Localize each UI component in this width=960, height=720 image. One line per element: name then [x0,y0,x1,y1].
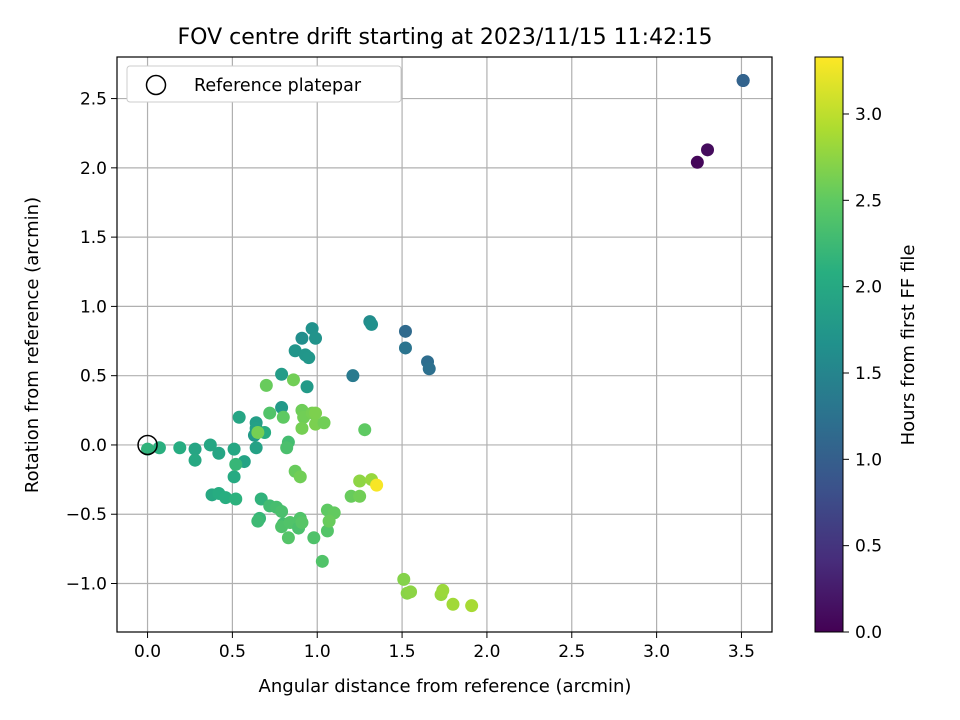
data-point [370,478,384,492]
data-point [227,470,241,484]
data-point [227,442,241,456]
data-point [281,531,295,545]
data-point [229,457,243,471]
data-point [353,489,367,503]
data-point [288,344,302,358]
x-tick-label: 1.0 [304,642,331,662]
data-point [295,421,309,435]
legend: Reference platepar [126,65,402,103]
data-point [212,446,226,460]
reference-platepar-marker [137,434,158,456]
data-point [302,351,316,365]
data-point [286,373,300,387]
data-point [263,406,277,420]
data-points [141,74,750,613]
data-point [446,597,460,611]
data-point [690,155,704,169]
colorbar-tick-label: 2.5 [855,191,882,211]
data-point [307,531,321,545]
data-point [736,74,750,88]
data-point [322,514,336,528]
legend-marker-open-circle [145,74,167,96]
colorbar-ticks: 0.0 0.5 1.0 1.5 2.0 2.5 3.0 [843,105,882,643]
y-tick-label: −0.5 [66,505,107,525]
data-point [398,324,412,338]
x-tick-label: 2.5 [558,642,585,662]
y-tick-label: 2.0 [80,159,107,179]
x-axis-label: Angular distance from reference (arcmin) [259,676,632,697]
data-point [317,416,331,430]
data-point [358,423,372,437]
data-point [219,491,233,505]
data-point [259,378,273,392]
data-point [346,369,360,383]
data-point [141,442,155,456]
data-point [309,331,323,345]
colorbar-label: Hours from first FF file [898,245,919,446]
data-point [173,441,187,455]
data-point [295,516,309,530]
data-point [251,425,265,439]
y-tick-label: 1.0 [80,297,107,317]
colorbar-tick-label: 3.0 [855,105,882,125]
data-point [251,514,265,528]
data-point [397,572,411,586]
colorbar-gradient [814,56,844,633]
colorbar: 0.0 0.5 1.0 1.5 2.0 2.5 3.0 Hours from first F… [814,56,919,643]
x-tick-label: 3.5 [728,642,755,662]
data-point [229,492,243,506]
legend-label: Reference platepar [194,76,362,96]
data-point [188,453,202,467]
legend-box [126,65,402,103]
data-point [315,554,329,568]
x-tick-label: 3.0 [643,642,670,662]
data-point [275,401,289,415]
y-axis-label: Rotation from reference (arcmin) [22,197,43,493]
data-point [365,317,379,331]
data-point [300,380,314,394]
data-point [293,470,307,484]
x-tick-label: 1.5 [389,642,416,662]
colorbar-tick-label: 1.5 [855,364,882,384]
y-tick-label: 0.0 [80,436,107,456]
data-point [275,504,289,518]
colorbar-tick-label: 2.0 [855,278,882,298]
data-point [152,441,166,455]
data-point [275,367,289,381]
data-point [188,442,202,456]
data-point [320,524,334,538]
data-point [280,441,294,455]
data-point [232,410,246,424]
data-point [203,438,217,452]
y-tick-label: 1.5 [80,228,107,248]
data-point [276,410,290,424]
grid [117,57,772,632]
y-axis-ticks: −1.0 −0.5 0.0 0.5 1.0 1.5 2.0 2.5 [66,90,117,595]
data-point [398,341,412,355]
data-point [353,474,367,488]
data-point [295,331,309,345]
data-point [465,599,479,613]
data-point [436,583,450,597]
data-point [249,441,263,455]
y-tick-label: 0.5 [80,367,107,387]
data-point [309,406,323,420]
x-axis-ticks: 0.0 0.5 1.0 1.5 2.0 2.5 3.0 3.5 [134,632,755,662]
data-point [422,362,436,376]
x-tick-label: 2.0 [473,642,500,662]
data-point [701,143,715,157]
chart-title: FOV centre drift starting at 2023/11/15 … [178,25,713,50]
y-tick-label: −1.0 [66,575,107,595]
colorbar-tick-label: 0.0 [855,623,882,643]
x-tick-label: 0.0 [134,642,161,662]
colorbar-tick-label: 1.0 [855,450,882,470]
plot-area-frame [116,56,773,633]
x-tick-label: 0.5 [219,642,246,662]
colorbar-tick-label: 0.5 [855,537,882,557]
data-point [404,585,418,599]
y-tick-label: 2.5 [80,90,107,110]
